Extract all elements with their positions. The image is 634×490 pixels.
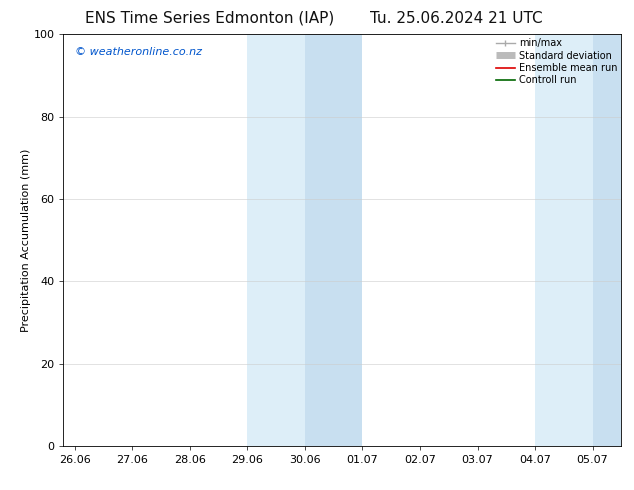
Bar <box>247 34 305 446</box>
Text: © weatheronline.co.nz: © weatheronline.co.nz <box>75 47 202 57</box>
Bar <box>305 34 363 446</box>
Y-axis label: Precipitation Accumulation (mm): Precipitation Accumulation (mm) <box>20 148 30 332</box>
Text: ENS Time Series Edmonton (IAP): ENS Time Series Edmonton (IAP) <box>84 11 334 26</box>
Bar <box>535 34 593 446</box>
Text: Tu. 25.06.2024 21 UTC: Tu. 25.06.2024 21 UTC <box>370 11 543 26</box>
Legend: min/max, Standard deviation, Ensemble mean run, Controll run: min/max, Standard deviation, Ensemble me… <box>494 36 619 87</box>
Bar <box>593 34 621 446</box>
